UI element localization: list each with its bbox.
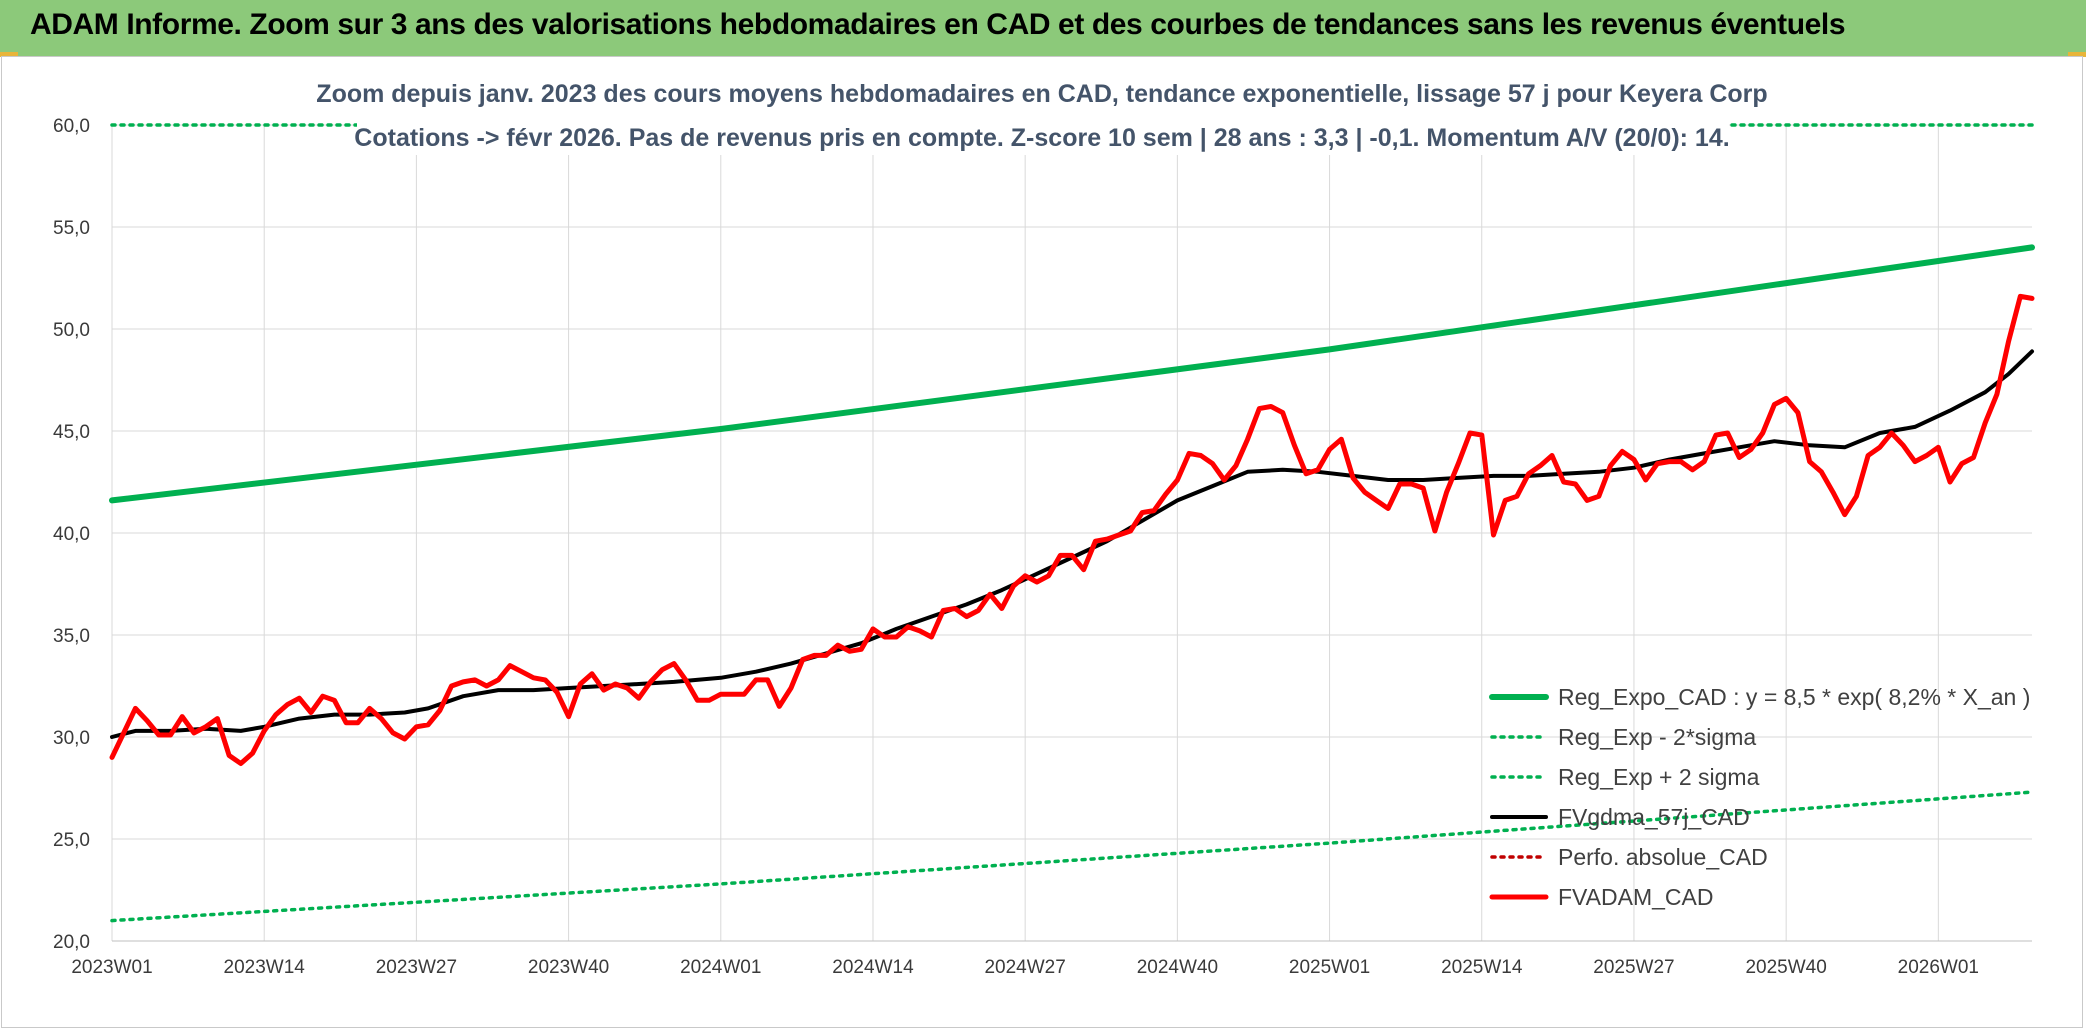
x-tick-label: 2023W27: [376, 957, 457, 978]
report-title: ADAM Informe. Zoom sur 3 ans des valoris…: [30, 8, 1846, 41]
x-tick-label: 2026W01: [1898, 957, 1979, 978]
y-tick-label: 25,0: [53, 830, 90, 851]
y-tick-label: 40,0: [53, 524, 90, 545]
y-tick-label: 35,0: [53, 626, 90, 647]
legend-label: Reg_Exp - 2*sigma: [1558, 724, 1756, 750]
chart-subtitle-line-1: Zoom depuis janv. 2023 des cours moyens …: [316, 80, 1767, 108]
legend-label: Perfo. absolue_CAD: [1558, 844, 1768, 870]
chart-subtitle-line-2: Cotations -> févr 2026. Pas de revenus p…: [354, 124, 1729, 152]
x-tick-label: 2023W40: [528, 957, 609, 978]
y-tick-label: 20,0: [53, 932, 90, 953]
y-tick-label: 50,0: [53, 320, 90, 341]
series: [109, 123, 2035, 923]
x-tick-label: 2024W27: [984, 957, 1065, 978]
x-tick-label: 2025W27: [1593, 957, 1674, 978]
chart-area: 20,0 25,0 30,0 35,0 40,0 45,0 50,0 55,0 60,0 2023…: [1, 56, 2083, 1028]
x-tick-label: 2024W40: [1137, 957, 1218, 978]
banner-accent-right: [2068, 52, 2086, 57]
report-banner: ADAM Informe. Zoom sur 3 ans des valoris…: [0, 0, 2086, 57]
chart-svg: 20,0 25,0 30,0 35,0 40,0 45,0 50,0 55,0 60,0 2023…: [53, 65, 2035, 978]
legend-label: Reg_Expo_CAD : y = 8,5 * exp( 8,2% * X_a…: [1558, 684, 2030, 710]
x-tick-label: 2025W01: [1289, 957, 1370, 978]
y-tick-label: 55,0: [53, 218, 90, 239]
y-tick-label: 60,0: [53, 116, 90, 137]
series-line-fvadam-cad: [109, 293, 2035, 766]
x-tick-label: 2025W40: [1745, 957, 1826, 978]
banner-accent-left: [0, 52, 18, 57]
y-tick-label: 45,0: [53, 422, 90, 443]
series-line-reg-expo-cad: [109, 244, 2035, 504]
subtitle-background: [357, 65, 1729, 155]
series-line-fvgdma-57j-cad: [110, 349, 2034, 739]
x-tick-label: 2024W14: [832, 957, 914, 978]
x-tick-label: 2024W01: [680, 957, 761, 978]
legend-label: Reg_Exp + 2 sigma: [1558, 764, 1760, 790]
legend-label: FVADAM_CAD: [1558, 884, 1714, 910]
x-tick-label: 2025W14: [1441, 957, 1523, 978]
axes: 20,0 25,0 30,0 35,0 40,0 45,0 50,0 55,0 60,0 2023…: [53, 116, 2032, 978]
legend-label: FVgdma_57j_CAD: [1558, 804, 1750, 830]
legend: Reg_Expo_CAD : y = 8,5 * exp( 8,2% * X_a…: [1489, 684, 2030, 910]
series-line-reg-exp: [110, 790, 2034, 923]
x-tick-label: 2023W01: [71, 957, 152, 978]
x-tick-label: 2023W14: [224, 957, 306, 978]
y-tick-label: 30,0: [53, 728, 90, 749]
